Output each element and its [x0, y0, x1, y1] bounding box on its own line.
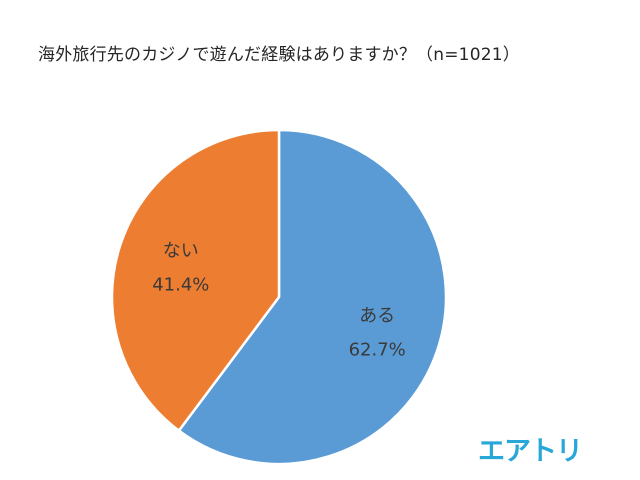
airtrip-logo: エアトリ	[478, 436, 583, 467]
chart-title: 海外旅行先のカジノで遊んだ経験はありますか？（n=1021）	[38, 45, 520, 65]
pie-slice-0	[177, 128, 448, 466]
slice-value-1: 41.4%	[152, 274, 209, 295]
slice-value-0: 62.7%	[349, 340, 406, 361]
slice-label-0: ある	[359, 306, 395, 327]
slice-label-1: ない	[163, 240, 199, 261]
pie-slice-1	[110, 128, 281, 432]
